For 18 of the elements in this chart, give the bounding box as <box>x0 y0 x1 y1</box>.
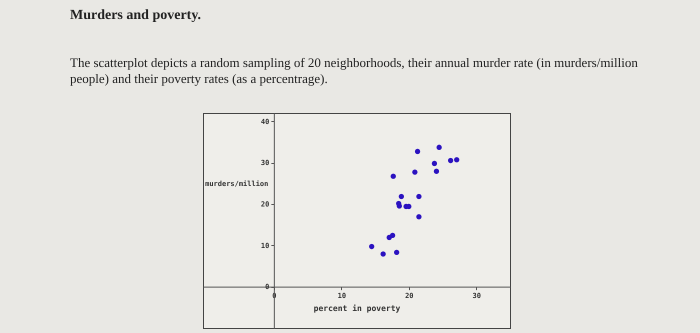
point <box>390 174 396 179</box>
x-axis-title: percent in poverty <box>314 304 401 314</box>
point <box>436 144 442 150</box>
chart-title: Murders and poverty. <box>70 8 202 24</box>
point <box>398 194 404 200</box>
point <box>432 160 438 166</box>
point <box>412 169 418 175</box>
point <box>394 250 400 255</box>
point <box>414 148 420 154</box>
point <box>380 251 386 257</box>
point <box>416 214 422 220</box>
point <box>369 244 374 250</box>
point <box>416 194 422 200</box>
point <box>390 232 396 238</box>
point <box>454 157 460 162</box>
point <box>434 168 440 174</box>
point <box>448 158 454 164</box>
chart-subtitle: The scatterplot depicts a random sampling of 20 neighborhoods, their annual murder rate (in murders/million people) and their poverty rates (as a percentrage). <box>70 55 639 87</box>
